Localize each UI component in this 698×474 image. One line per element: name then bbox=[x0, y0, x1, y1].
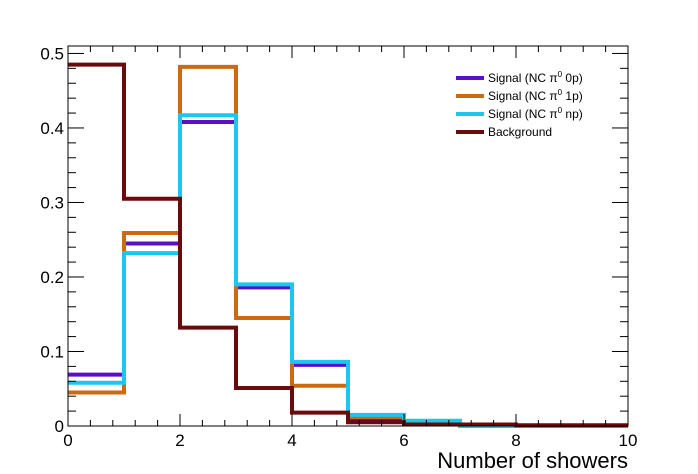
legend: Signal (NC π0 0p) Signal (NC π0 1p) Signal… bbox=[456, 70, 583, 139]
x-tick-label: 0 bbox=[63, 431, 72, 450]
plot-frame bbox=[67, 45, 629, 427]
y-tick-label: 0.1 bbox=[40, 342, 64, 361]
legend-label-1: Signal (NC π0 1p) bbox=[488, 88, 583, 103]
x-tick-label: 4 bbox=[287, 431, 296, 450]
y-tick-label: 0 bbox=[55, 417, 64, 436]
ticks-layer: 0 2 4 6 8 10 0 0.1 0.2 0.3 0.4 0.5 bbox=[40, 44, 637, 450]
legend-label-0: Signal (NC π0 0p) bbox=[488, 70, 583, 85]
y-tick-label: 0.4 bbox=[40, 119, 64, 138]
legend-label-2: Signal (NC π0 np) bbox=[488, 106, 583, 121]
y-tick-label: 0.5 bbox=[40, 44, 64, 63]
x-tick-label: 2 bbox=[175, 431, 184, 450]
y-tick-label: 0.2 bbox=[40, 268, 64, 287]
x-tick-label: 8 bbox=[511, 431, 520, 450]
y-tick-label: 0.3 bbox=[40, 193, 64, 212]
x-tick-label: 6 bbox=[399, 431, 408, 450]
legend-label-3: Background bbox=[488, 125, 552, 139]
x-tick-label: 10 bbox=[619, 431, 638, 450]
x-axis-title: Number of showers bbox=[437, 448, 628, 473]
